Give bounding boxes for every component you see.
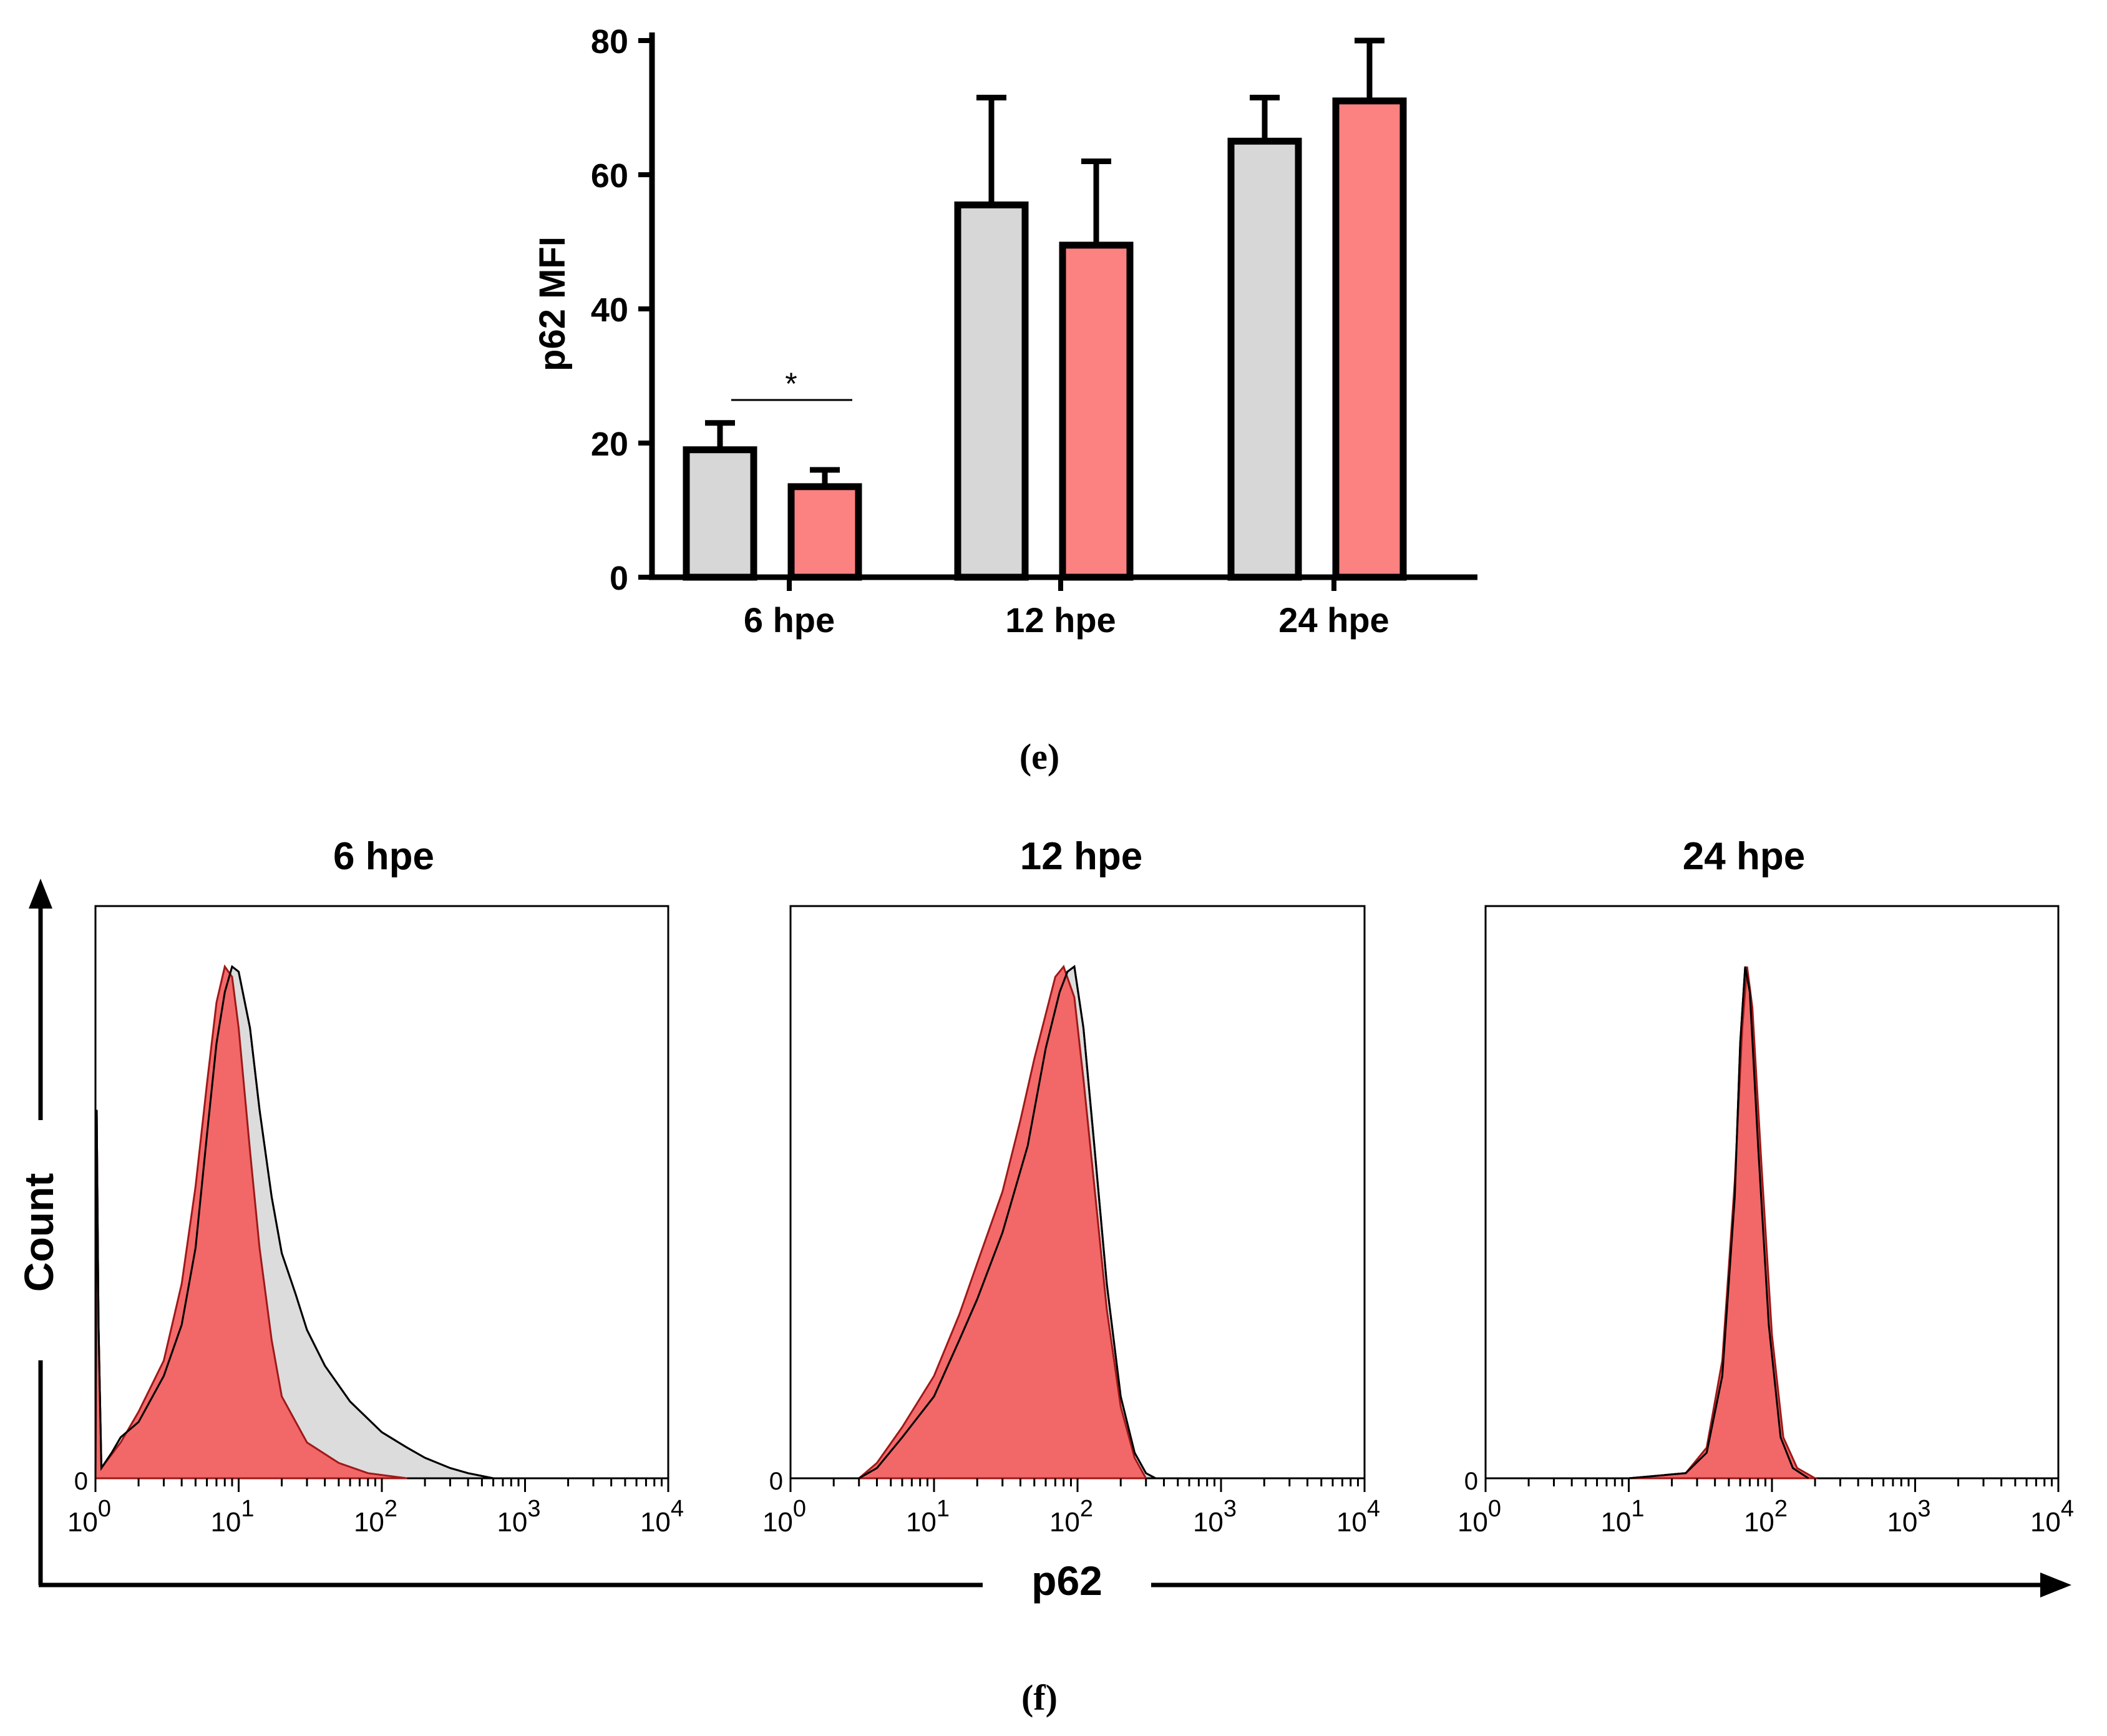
- tick-exponent: 4: [2061, 1496, 2074, 1522]
- tick-base: 10: [67, 1507, 98, 1538]
- tick-base: 10: [210, 1507, 241, 1538]
- x-ticks: 6 hpe 12 hpe 24 hpe: [744, 577, 1389, 640]
- bar-control: [954, 201, 1029, 581]
- tick-base: 10: [354, 1507, 384, 1538]
- y-tick-label: 40: [591, 291, 628, 329]
- tick-base: 10: [1887, 1507, 1917, 1538]
- tick-base: 10: [640, 1507, 671, 1538]
- histogram-control-outline: [94, 965, 494, 1480]
- y-tick-label: 60: [591, 157, 628, 195]
- histogram-x-tick-label: 101: [906, 1496, 950, 1538]
- tick-base: 10: [1193, 1507, 1224, 1538]
- bar-treated: [1332, 97, 1407, 581]
- tick-exponent: 0: [793, 1496, 806, 1522]
- histogram-control-outline: [1486, 966, 1809, 1480]
- tick-exponent: 0: [1488, 1496, 1501, 1522]
- histogram-x-tick-label: 101: [1600, 1496, 1644, 1538]
- histogram-control-outline: [791, 965, 1156, 1480]
- histogram-x-tick-label: 104: [1336, 1496, 1380, 1538]
- histogram-treated-area: [1486, 966, 1819, 1480]
- tick-exponent: 1: [937, 1496, 950, 1522]
- tick-base: 10: [1336, 1507, 1367, 1538]
- panel-f-label: (f): [1021, 1677, 1058, 1718]
- histogram-x-tick-label: 100: [67, 1496, 111, 1538]
- tick-exponent: 3: [1224, 1496, 1237, 1522]
- tick-base: 10: [1049, 1507, 1080, 1538]
- y-tick-label: 0: [610, 560, 628, 597]
- tick-exponent: 4: [1367, 1496, 1380, 1522]
- count-axis-title: Count: [16, 1173, 62, 1292]
- bar-chart: 0 20 40 60 80 6 hpe 12 hpe 24 hpe p62 MFI *: [532, 23, 1477, 640]
- histogram-x-tick-label: 103: [1193, 1496, 1237, 1538]
- tick-base: 10: [497, 1507, 527, 1538]
- y-tick-label: 20: [591, 426, 628, 463]
- count-arrowhead-icon: [29, 879, 52, 909]
- histogram-y-zero-label: 0: [769, 1468, 783, 1495]
- histogram-x-tick-label: 104: [2030, 1496, 2074, 1538]
- p62-axis-title: p62: [1031, 1558, 1102, 1604]
- bar-plot-area: [683, 37, 1407, 581]
- x-tick-label: 12 hpe: [1005, 600, 1116, 640]
- histogram-x-tick-label: 101: [210, 1496, 254, 1538]
- tick-exponent: 2: [1080, 1496, 1093, 1522]
- histogram-treated-area: [791, 964, 1148, 1480]
- tick-exponent: 1: [1631, 1496, 1644, 1522]
- p62-arrowhead-icon: [2040, 1573, 2071, 1597]
- histogram-x-tick-label: 103: [1887, 1496, 1930, 1538]
- tick-exponent: 4: [671, 1496, 684, 1522]
- tick-base: 10: [1457, 1507, 1488, 1538]
- x-tick-label: 24 hpe: [1278, 600, 1389, 640]
- bar-control: [683, 446, 757, 581]
- count-label-gap: [22, 1120, 59, 1360]
- histogram-y-zero-label: 0: [1464, 1468, 1478, 1495]
- y-axis-title: p62 MFI: [532, 237, 573, 371]
- histogram-x-tick-label: 102: [1744, 1496, 1788, 1538]
- tick-base: 10: [1600, 1507, 1631, 1538]
- histogram-x-tick-label: 100: [762, 1496, 806, 1538]
- tick-base: 10: [762, 1507, 793, 1538]
- histogram-x-tick-label: 103: [497, 1496, 540, 1538]
- tick-exponent: 3: [527, 1496, 540, 1522]
- tick-exponent: 2: [384, 1496, 397, 1522]
- tick-base: 10: [906, 1507, 937, 1538]
- y-tick-label: 80: [591, 23, 628, 61]
- tick-exponent: 0: [98, 1496, 111, 1522]
- p62-label-gap: [983, 1560, 1151, 1610]
- tick-base: 10: [2030, 1507, 2061, 1538]
- histogram-y-zero-label: 0: [74, 1468, 88, 1495]
- histogram-x-tick-label: 102: [354, 1496, 397, 1538]
- tick-exponent: 3: [1917, 1496, 1930, 1522]
- bar-treated: [1059, 241, 1134, 581]
- tick-exponent: 2: [1774, 1496, 1788, 1522]
- histogram-title: 24 hpe: [1683, 835, 1805, 878]
- histogram-title: 6 hpe: [333, 835, 434, 878]
- tick-base: 10: [1744, 1507, 1774, 1538]
- panel-e-label: (e): [1019, 736, 1059, 777]
- x-tick-label: 6 hpe: [744, 600, 835, 640]
- histogram-x-tick-label: 104: [640, 1496, 684, 1538]
- bar-control: [1227, 137, 1302, 581]
- histogram-title: 12 hpe: [1020, 835, 1142, 878]
- y-ticks: 0 20 40 60 80: [591, 23, 652, 597]
- tick-exponent: 1: [241, 1496, 254, 1522]
- histogram-x-tick-label: 100: [1457, 1496, 1501, 1538]
- histogram-x-tick-label: 102: [1049, 1496, 1093, 1538]
- bar-treated: [787, 483, 862, 581]
- significance-star: *: [785, 366, 797, 401]
